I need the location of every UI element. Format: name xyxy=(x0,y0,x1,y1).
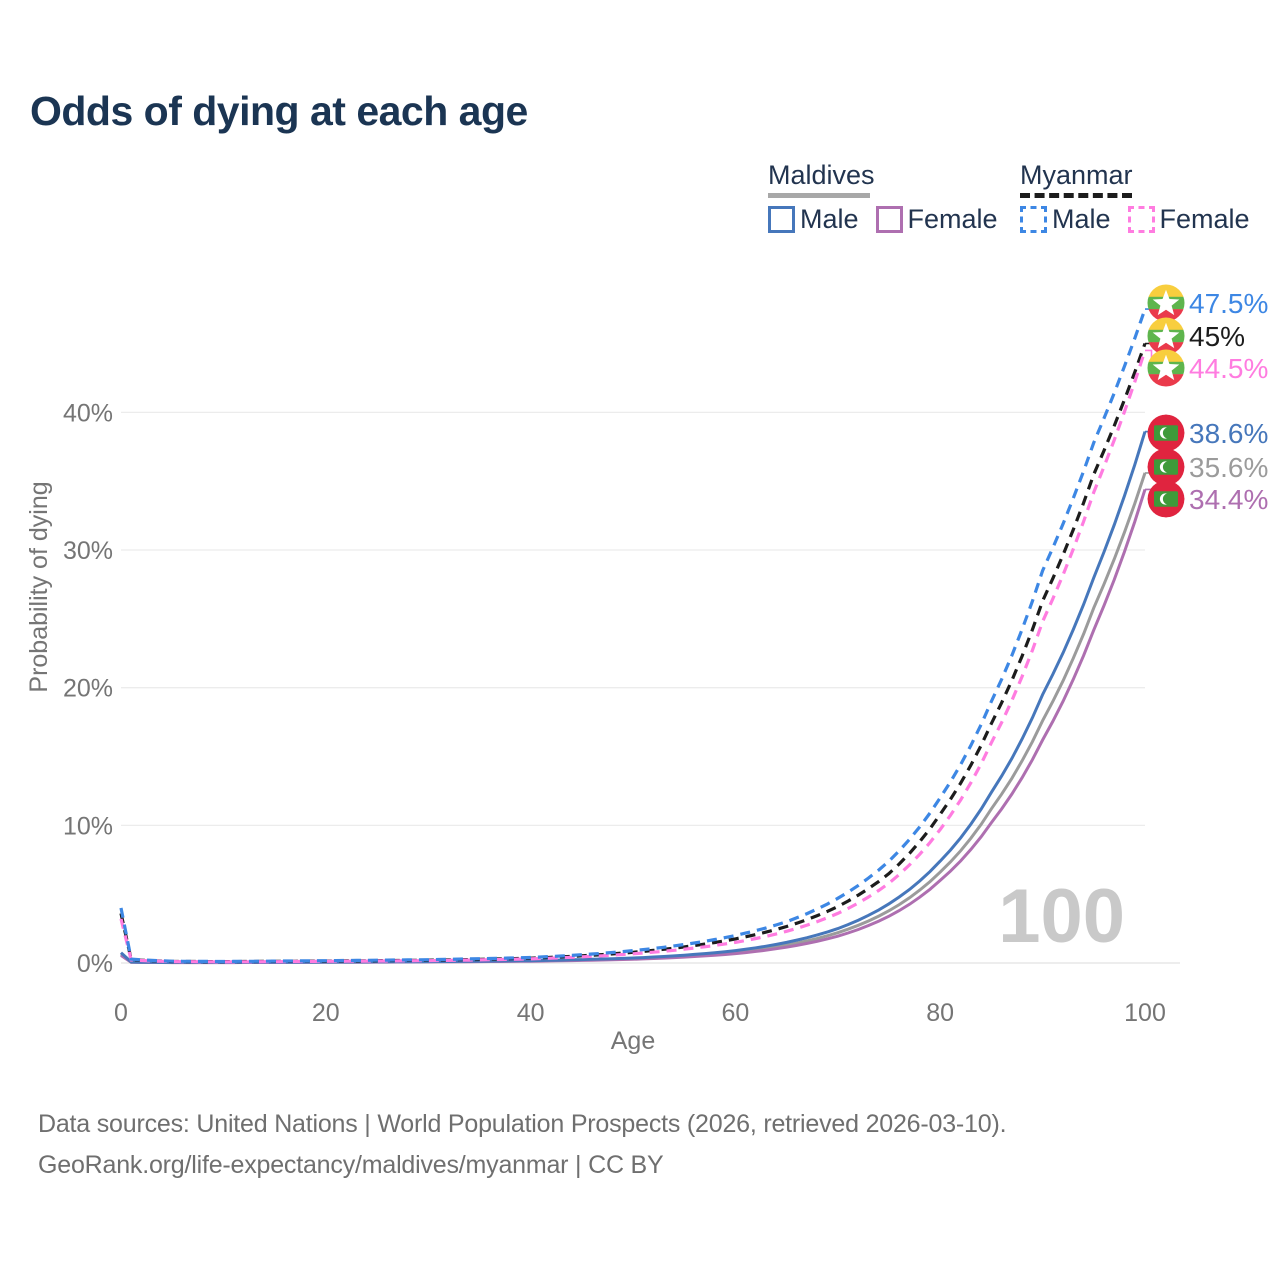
x-tick-label: 40 xyxy=(517,999,545,1027)
y-tick-label: 0% xyxy=(77,950,113,978)
maldives-male-line xyxy=(119,431,1147,964)
x-tick-label: 0 xyxy=(114,999,128,1027)
myanmar-female-end-label: 44.5% xyxy=(1189,353,1268,384)
maldives-flag-icon xyxy=(1147,414,1185,452)
myanmar-male-line xyxy=(119,308,1147,964)
legend-group-maldives: Maldives Male Female xyxy=(768,161,1015,233)
y-tick-label: 40% xyxy=(63,399,113,427)
y-tick-label: 20% xyxy=(63,675,113,703)
maldives-combined-line-swatch xyxy=(768,193,870,198)
x-tick-label: 100 xyxy=(1124,999,1166,1027)
maldives-total-end-label: 35.6% xyxy=(1189,452,1268,483)
myanmar-flag-icon xyxy=(1147,349,1185,387)
myanmar-flag-icon xyxy=(1147,284,1185,322)
myanmar-male-label[interactable]: Male xyxy=(1052,204,1111,234)
data-sources-text: Data sources: United Nations | World Pop… xyxy=(38,1110,1007,1138)
page-title: Odds of dying at each age xyxy=(30,88,528,134)
legend-group-myanmar: Myanmar Male Female xyxy=(1020,161,1267,233)
maldives-female-swatch[interactable] xyxy=(875,205,903,233)
y-tick-label: 10% xyxy=(63,812,113,840)
x-tick-label: 80 xyxy=(926,999,954,1027)
x-axis-title: Age xyxy=(611,1027,655,1055)
legend: Maldives Male Female Myanmar Male Female xyxy=(0,161,1280,241)
footer: Data sources: United Nations | World Pop… xyxy=(38,1104,1007,1186)
maldives-male-label[interactable]: Male xyxy=(800,204,859,234)
myanmar-combined-line-swatch xyxy=(1020,193,1132,198)
maldives-male-swatch[interactable] xyxy=(768,205,795,233)
x-tick-label: 20 xyxy=(312,999,340,1027)
maldives-female-end-label: 34.4% xyxy=(1189,484,1268,515)
myanmar-male-swatch[interactable] xyxy=(1020,205,1047,233)
maldives-flag-icon xyxy=(1147,480,1185,518)
age-watermark: 100 xyxy=(998,874,1125,959)
myanmar-male-end-label: 47.5% xyxy=(1189,288,1268,319)
maldives-male-end-label: 38.6% xyxy=(1189,418,1268,449)
y-axis-title: Probability of dying xyxy=(25,481,53,692)
maldives-flag-icon xyxy=(1147,448,1185,486)
myanmar-female-line xyxy=(119,349,1147,964)
y-tick-label: 30% xyxy=(63,537,113,565)
myanmar-flag-icon xyxy=(1147,317,1185,355)
maldives-total-line xyxy=(120,472,1147,964)
myanmar-total-line xyxy=(119,342,1147,964)
maldives-female-line xyxy=(120,488,1147,965)
myanmar-total-end-label: 45% xyxy=(1189,321,1245,352)
legend-country-myanmar[interactable]: Myanmar xyxy=(1020,160,1133,190)
maldives-female-label[interactable]: Female xyxy=(907,204,998,234)
legend-country-maldives[interactable]: Maldives xyxy=(768,160,875,190)
x-tick-label: 60 xyxy=(721,999,749,1027)
myanmar-female-label[interactable]: Female xyxy=(1159,204,1250,234)
myanmar-female-swatch[interactable] xyxy=(1127,205,1155,233)
attribution-text: GeoRank.org/life-expectancy/maldives/mya… xyxy=(38,1151,664,1179)
